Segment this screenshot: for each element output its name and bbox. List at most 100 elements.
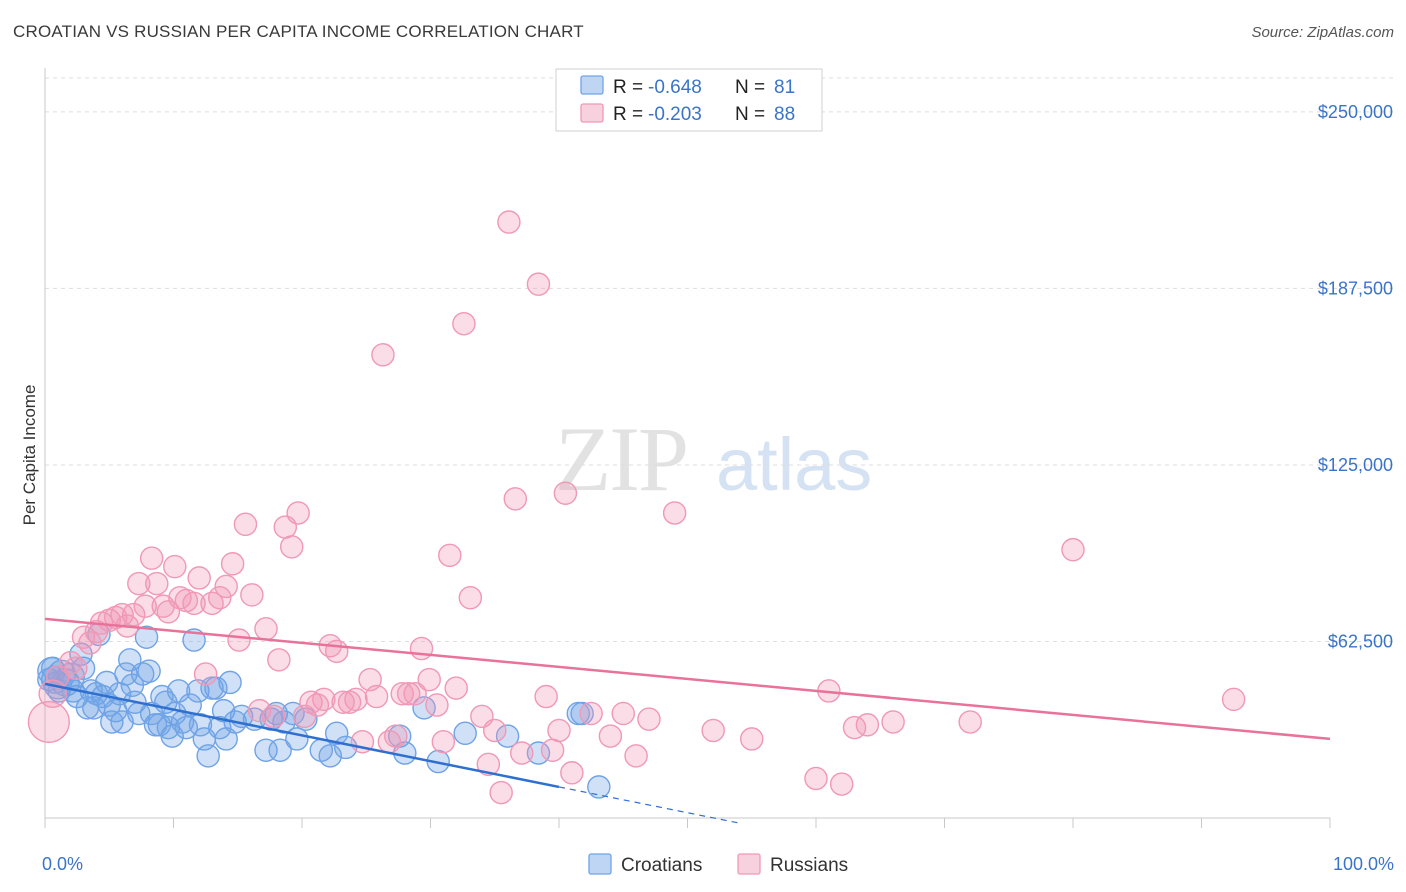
legend-n-value-croatians: 81: [774, 77, 795, 98]
croatian-point-44: [188, 713, 213, 737]
russian-point-16: [139, 546, 164, 570]
chart-source: Source: ZipAtlas.com: [1251, 24, 1394, 41]
russian-point-56: [396, 681, 421, 706]
russian-point-55: [390, 681, 414, 706]
russian-point-75: [540, 738, 565, 762]
russian-point-35: [261, 704, 286, 729]
russian-point-15: [133, 594, 157, 618]
russian-point-20: [163, 554, 187, 579]
croatian-point-74: [526, 741, 551, 765]
russian-point-45: [324, 639, 349, 664]
russian-point-28: [214, 574, 238, 599]
y-tick-label-1: $125,000: [1318, 455, 1393, 475]
legend-r-value-russians: -0.203: [648, 104, 702, 125]
croatians-points: [37, 622, 611, 799]
russian-point-87: [804, 766, 828, 791]
x-tick-label-start: 0.0%: [42, 854, 83, 874]
russian-point-68: [483, 718, 507, 743]
legend-r-value-croatians: -0.648: [648, 77, 702, 98]
croatian-point-9: [71, 656, 96, 681]
croatian-point-56: [254, 738, 278, 762]
russian-point-30: [227, 628, 251, 652]
legend-box: [555, 68, 823, 132]
russian-point-4: [64, 656, 88, 681]
russian-point-71: [503, 487, 528, 511]
russian-point-84: [662, 501, 687, 525]
x-tick-labels: 0.0% 100.0%: [42, 854, 1394, 874]
russian-point-80: [598, 724, 623, 748]
legend-n-value-russians: 88: [774, 104, 795, 125]
russian-point-58: [409, 636, 434, 661]
russian-point-93: [958, 710, 982, 734]
russian-point-86: [740, 727, 764, 751]
croatian-point-72: [453, 721, 477, 746]
russian-point-91: [855, 713, 880, 737]
legend-swatch-russians: [580, 103, 604, 123]
x-tick-label-end: 100.0%: [1333, 854, 1394, 874]
trend-line-croatians: [44, 682, 560, 789]
croatian-point-41: [178, 693, 202, 717]
russian-point-57: [403, 681, 427, 706]
y-tick-label-2: $187,500: [1318, 278, 1393, 298]
russian-point-29: [220, 552, 245, 576]
russian-point-82: [624, 744, 648, 768]
croatian-point-40: [174, 715, 199, 740]
bottom-legend-label-croatians: Croatians: [621, 855, 702, 876]
russian-point-6: [78, 631, 102, 655]
russian-point-23: [182, 591, 206, 616]
russian-point-74: [534, 684, 558, 709]
croatian-point-66: [324, 721, 349, 746]
croatian-point-22: [114, 662, 138, 686]
russian-point-36: [267, 648, 291, 672]
legend-n-label-russians: N =: [735, 104, 765, 125]
watermark: ZIP atlas: [555, 408, 872, 510]
russian-point-14: [127, 571, 151, 596]
russian-point-61: [431, 729, 456, 754]
russian-point-77: [553, 481, 578, 505]
russian-point-48: [344, 687, 368, 712]
russian-point-72: [509, 741, 534, 765]
russian-point-13: [121, 602, 146, 627]
russian-point-63: [444, 676, 468, 700]
legend-r-label-russians: R =: [613, 104, 643, 125]
series-legend: Croatians Russians: [588, 853, 848, 876]
y-axis-label: Per Capita Income: [20, 385, 39, 526]
russian-point-92: [881, 710, 905, 734]
russian-point-69: [489, 780, 513, 805]
russian-point-89: [829, 772, 854, 796]
russian-point-79: [579, 701, 603, 726]
trend-line-russians: [44, 617, 1331, 741]
croatian-point-52: [218, 670, 242, 695]
russian-point-76: [547, 718, 571, 743]
croatian-point-62: [285, 727, 309, 751]
russian-point-83: [637, 707, 661, 731]
russian-point-24: [187, 566, 211, 590]
croatian-point-77: [587, 775, 611, 799]
russian-point-95: [1221, 687, 1246, 712]
russian-point-25: [193, 662, 218, 686]
russian-point-32: [240, 583, 264, 607]
russian-point-54: [384, 724, 408, 748]
russian-point-64: [452, 311, 476, 336]
russian-point-67: [476, 752, 501, 777]
croatian-point-28: [134, 625, 159, 649]
russian-point-60: [425, 693, 449, 717]
y-tick-labels: $62,500 $125,000 $187,500 $250,000: [1318, 102, 1393, 652]
russian-point-34: [254, 617, 278, 641]
russian-point-62: [438, 543, 462, 568]
russian-point-31: [233, 512, 258, 537]
russian-point-51: [364, 684, 389, 709]
russian-point-59: [417, 667, 441, 692]
croatian-point-59: [268, 738, 292, 762]
croatian-point-61: [281, 701, 305, 726]
croatian-point-76: [570, 701, 594, 726]
y-tick-label-3: $250,000: [1318, 102, 1393, 122]
russian-point-33: [247, 698, 272, 723]
russian-point-52: [371, 343, 395, 367]
croatian-point-29: [137, 659, 161, 683]
russian-point-70: [497, 210, 521, 234]
legend-swatch-croatians: [580, 75, 604, 95]
croatian-point-73: [495, 724, 520, 748]
russian-point-27: [208, 585, 232, 610]
